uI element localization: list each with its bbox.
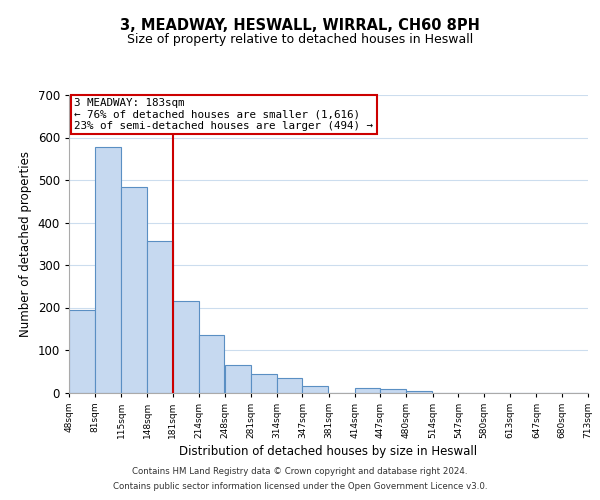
- Bar: [380, 388, 406, 392]
- Text: Contains public sector information licensed under the Open Government Licence v3: Contains public sector information licen…: [113, 482, 487, 491]
- Bar: [277, 378, 302, 392]
- Bar: [69, 310, 95, 392]
- Bar: [173, 300, 199, 392]
- X-axis label: Distribution of detached houses by size in Heswall: Distribution of detached houses by size …: [179, 445, 478, 458]
- Bar: [406, 391, 432, 392]
- Text: 3, MEADWAY, HESWALL, WIRRAL, CH60 8PH: 3, MEADWAY, HESWALL, WIRRAL, CH60 8PH: [120, 18, 480, 32]
- Bar: [225, 366, 251, 392]
- Bar: [147, 241, 173, 392]
- Bar: [355, 388, 380, 392]
- Y-axis label: Number of detached properties: Number of detached properties: [19, 151, 32, 337]
- Bar: [302, 386, 328, 392]
- Bar: [95, 147, 121, 392]
- Text: 3 MEADWAY: 183sqm
← 76% of detached houses are smaller (1,616)
23% of semi-detac: 3 MEADWAY: 183sqm ← 76% of detached hous…: [74, 98, 373, 131]
- Text: Size of property relative to detached houses in Heswall: Size of property relative to detached ho…: [127, 32, 473, 46]
- Bar: [121, 187, 147, 392]
- Bar: [199, 335, 224, 392]
- Bar: [251, 374, 277, 392]
- Text: Contains HM Land Registry data © Crown copyright and database right 2024.: Contains HM Land Registry data © Crown c…: [132, 467, 468, 476]
